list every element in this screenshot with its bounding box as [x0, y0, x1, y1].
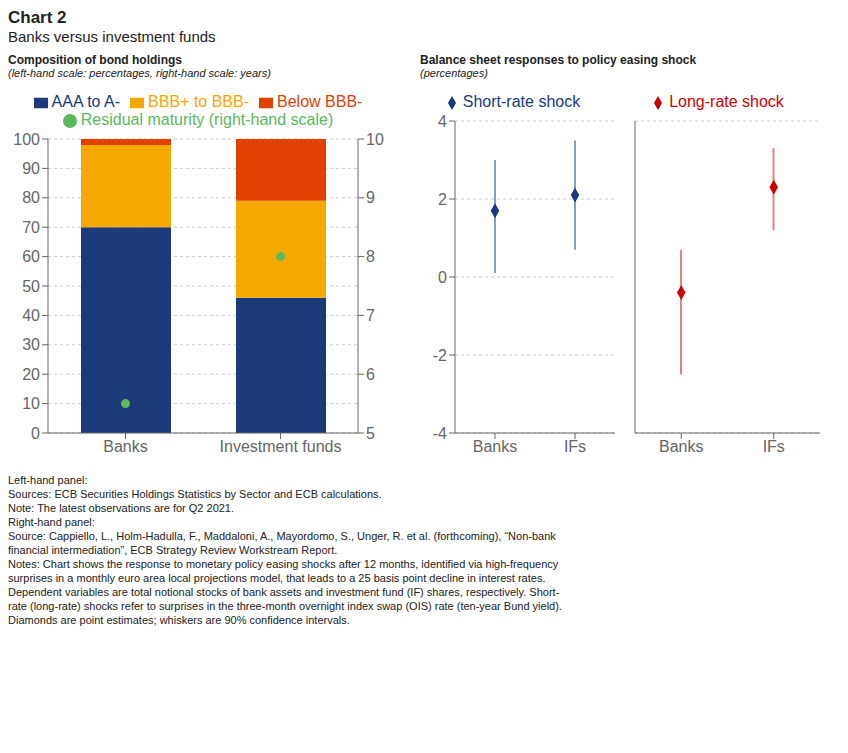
- html-text:Short-rate shock: Short-rate shock: [462, 93, 581, 110]
- svg-text:0: 0: [438, 269, 447, 286]
- html-text:Residual maturity (right-hand: Residual maturity (right-hand scale): [80, 111, 334, 128]
- html-text:BBB+ to BBB-: BBB+ to BBB-: [148, 93, 249, 110]
- html-text:Right-hand panel:: Right-hand panel:: [8, 516, 95, 528]
- svg-text:10: 10: [366, 131, 384, 148]
- html-text:Dependent variables are total: Dependent variables are total notional s…: [8, 586, 560, 598]
- html-text:Composition of bond holdings: Composition of bond holdings: [8, 53, 182, 67]
- html-text:(left-hand scale: percentages,: (left-hand scale: percentages, right-han…: [8, 67, 271, 79]
- svg-text:Banks: Banks: [659, 438, 703, 455]
- svg-text:Banks: Banks: [473, 438, 517, 455]
- svg-text:6: 6: [366, 366, 375, 383]
- svg-text:-4: -4: [433, 425, 447, 442]
- html-text:Left-hand panel:: Left-hand panel:: [8, 474, 88, 486]
- svg-text:Banks: Banks: [103, 438, 147, 455]
- html-text:surprises in a monthly euro ar: surprises in a monthly euro area local p…: [8, 572, 546, 584]
- svg-text:2: 2: [438, 191, 447, 208]
- svg-text:90: 90: [22, 160, 40, 177]
- svg-text:8: 8: [366, 248, 375, 265]
- svg-text:5: 5: [366, 425, 375, 442]
- svg-text:30: 30: [22, 336, 40, 353]
- svg-text:60: 60: [22, 248, 40, 265]
- html-text:Banks versus investment funds: Banks versus investment funds: [8, 28, 216, 45]
- svg-text:0: 0: [31, 425, 40, 442]
- html-text:Sources: ECB Securities Holdin: Sources: ECB Securities Holdings Statist…: [8, 488, 382, 500]
- html-text:Balance sheet responses to pol: Balance sheet responses to policy easing…: [420, 53, 697, 67]
- svg-text:100: 100: [13, 131, 40, 148]
- html-text:Chart 2: Chart 2: [8, 8, 67, 27]
- html-text:Diamonds are point estimates;: Diamonds are point estimates; whiskers a…: [8, 614, 350, 626]
- svg-text:70: 70: [22, 219, 40, 236]
- html-text:Source: Cappiello, L., Holm-Ha: Source: Cappiello, L., Holm-Hadulla, F.,…: [8, 530, 556, 542]
- svg-text:20: 20: [22, 366, 40, 383]
- svg-text:IFs: IFs: [763, 438, 785, 455]
- svg-text:80: 80: [22, 189, 40, 206]
- html-text:Below BBB-: Below BBB-: [277, 93, 363, 110]
- svg-text:9: 9: [366, 189, 375, 206]
- html-text:(percentages): (percentages): [420, 67, 488, 79]
- html-text:rate (long-rate) shocks refer: rate (long-rate) shocks refer to surpris…: [8, 600, 562, 612]
- svg-text:7: 7: [366, 307, 375, 324]
- svg-text:50: 50: [22, 278, 40, 295]
- svg-text:Investment funds: Investment funds: [220, 438, 342, 455]
- svg-text:-2: -2: [433, 347, 447, 364]
- html-text:Long-rate shock: Long-rate shock: [669, 93, 784, 110]
- svg-text:40: 40: [22, 307, 40, 324]
- html-text:Notes: Chart shows the respons: Notes: Chart shows the response to monet…: [8, 558, 559, 570]
- html-text:financial intermediation”, ECB: financial intermediation”, ECB Strategy …: [8, 544, 338, 556]
- html-text:AAA to A-: AAA to A-: [51, 93, 121, 110]
- svg-text:10: 10: [22, 395, 40, 412]
- html-text:Note: The latest observations: Note: The latest observations are for Q2…: [8, 502, 234, 514]
- svg-text:IFs: IFs: [564, 438, 586, 455]
- svg-text:4: 4: [438, 113, 447, 130]
